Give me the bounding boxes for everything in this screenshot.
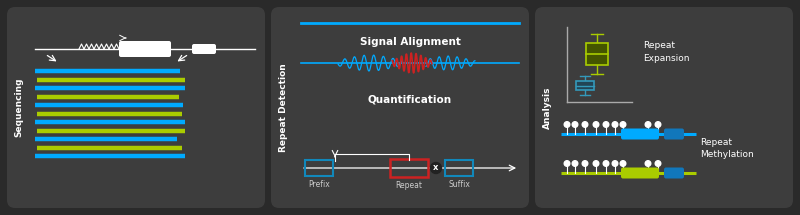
FancyBboxPatch shape xyxy=(664,167,684,178)
Text: Repeat: Repeat xyxy=(395,181,422,190)
Text: Repeat Detection: Repeat Detection xyxy=(278,63,287,152)
FancyBboxPatch shape xyxy=(271,7,529,208)
FancyBboxPatch shape xyxy=(7,7,265,208)
FancyBboxPatch shape xyxy=(576,81,594,90)
Circle shape xyxy=(582,122,588,127)
Circle shape xyxy=(646,161,651,166)
Circle shape xyxy=(655,122,661,127)
Circle shape xyxy=(582,161,588,166)
Text: Repeat
Methylation: Repeat Methylation xyxy=(700,138,754,159)
Circle shape xyxy=(620,161,626,166)
Circle shape xyxy=(572,122,578,127)
Text: Prefix: Prefix xyxy=(308,180,330,189)
Circle shape xyxy=(564,161,570,166)
Circle shape xyxy=(603,122,609,127)
Circle shape xyxy=(594,161,598,166)
Text: Suffix: Suffix xyxy=(448,180,470,189)
Circle shape xyxy=(572,161,578,166)
Circle shape xyxy=(612,161,618,166)
Circle shape xyxy=(612,122,618,127)
Text: Analysis: Analysis xyxy=(542,86,551,129)
Circle shape xyxy=(646,122,651,127)
FancyBboxPatch shape xyxy=(119,41,171,57)
Text: Sequencing: Sequencing xyxy=(14,78,23,137)
Circle shape xyxy=(620,122,626,127)
FancyBboxPatch shape xyxy=(192,44,216,54)
FancyBboxPatch shape xyxy=(586,43,608,65)
Circle shape xyxy=(594,122,598,127)
Circle shape xyxy=(655,161,661,166)
Circle shape xyxy=(564,122,570,127)
Text: Quantification: Quantification xyxy=(368,95,452,105)
Circle shape xyxy=(430,163,442,174)
FancyBboxPatch shape xyxy=(621,167,659,178)
Text: Signal Alignment: Signal Alignment xyxy=(359,37,461,47)
Text: Repeat
Expansion: Repeat Expansion xyxy=(643,41,690,63)
FancyBboxPatch shape xyxy=(535,7,793,208)
Text: x: x xyxy=(434,163,438,172)
FancyBboxPatch shape xyxy=(621,129,659,140)
Circle shape xyxy=(603,161,609,166)
FancyBboxPatch shape xyxy=(664,129,684,140)
